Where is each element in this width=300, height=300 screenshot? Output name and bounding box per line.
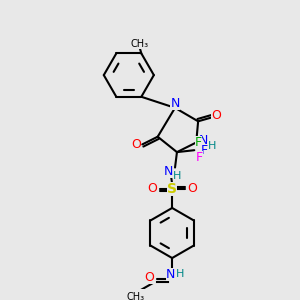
Text: O: O bbox=[212, 109, 221, 122]
Text: CH₃: CH₃ bbox=[127, 292, 145, 300]
Text: N: N bbox=[198, 134, 208, 147]
Text: O: O bbox=[147, 182, 157, 195]
Text: N: N bbox=[164, 165, 173, 178]
Text: O: O bbox=[144, 271, 154, 284]
Text: H: H bbox=[207, 141, 216, 151]
Text: S: S bbox=[167, 182, 177, 196]
Text: H: H bbox=[173, 171, 181, 181]
Text: O: O bbox=[188, 182, 197, 195]
Text: F: F bbox=[200, 144, 208, 157]
Text: H: H bbox=[176, 269, 184, 279]
Text: F: F bbox=[195, 136, 202, 149]
Text: CH₃: CH₃ bbox=[130, 39, 148, 49]
Text: N: N bbox=[170, 97, 180, 110]
Text: F: F bbox=[196, 152, 203, 164]
Text: N: N bbox=[166, 268, 175, 281]
Text: O: O bbox=[132, 138, 142, 151]
